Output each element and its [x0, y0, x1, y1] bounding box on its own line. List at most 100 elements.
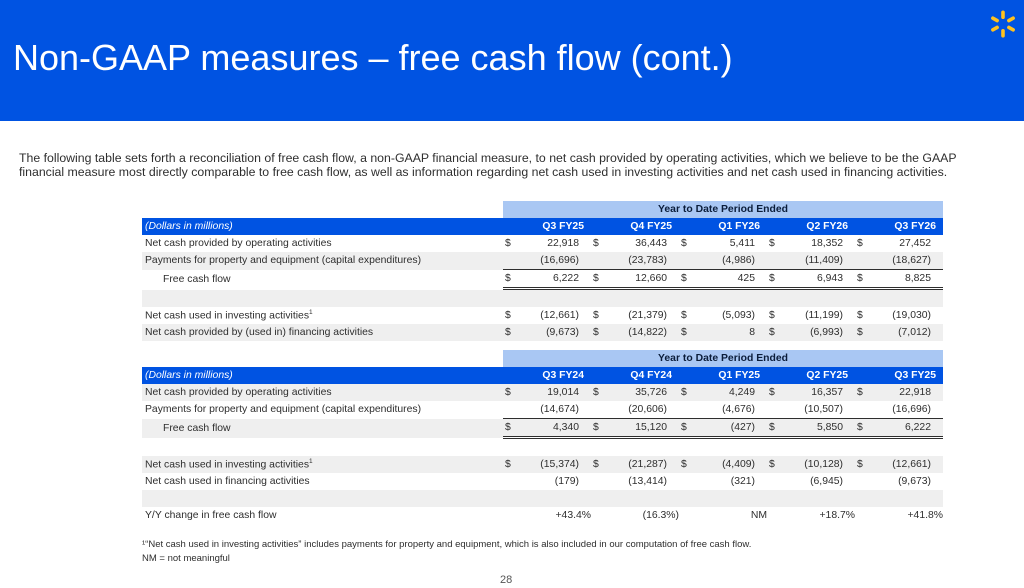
column-header: Q3 FY26 — [855, 218, 943, 235]
table-row-free-cash-flow: Free cash flow $6,222 $12,660 $425 $6,94… — [142, 269, 943, 290]
column-header: Q3 FY25 — [503, 218, 591, 235]
cell-value: (11,199) — [805, 310, 843, 321]
row-label: Payments for property and equipment (cap… — [145, 404, 422, 416]
cell-value: 4,340 — [552, 422, 579, 433]
table-row-capex: Payments for property and equipment (cap… — [142, 252, 943, 270]
cell-value: (7,012) — [898, 327, 931, 338]
cell-value: (18,627) — [892, 255, 931, 266]
dollar-sign: $ — [857, 387, 863, 398]
table-row-capex: Payments for property and equipment (cap… — [142, 401, 943, 419]
dollar-sign: $ — [769, 387, 775, 398]
cell-value: 425 — [737, 273, 755, 284]
dollar-sign: $ — [857, 422, 863, 433]
row-label: Net cash provided by (used in) financing… — [142, 324, 503, 341]
dollar-sign: $ — [593, 387, 599, 398]
dollar-sign: $ — [593, 422, 599, 433]
cell-value: 18,352 — [811, 238, 843, 249]
period-header-row: Year to Date Period Ended — [142, 350, 943, 367]
dollar-sign: $ — [769, 459, 775, 470]
cell-value: 5,850 — [816, 422, 843, 433]
dollar-sign: $ — [505, 387, 511, 398]
cell-value: (21,379) — [628, 310, 667, 321]
dollar-sign: $ — [681, 310, 687, 321]
dollar-sign: $ — [681, 459, 687, 470]
cell-value: (14,674) — [540, 404, 579, 415]
cell-value: (427) — [730, 422, 755, 433]
cell-value: (19,030) — [892, 310, 931, 321]
spacer-row — [142, 288, 943, 307]
dollar-sign: $ — [505, 310, 511, 321]
column-header: Q4 FY24 — [591, 367, 679, 384]
dollar-sign: $ — [593, 459, 599, 470]
page-number: 28 — [500, 574, 513, 586]
column-header: Q4 FY25 — [591, 218, 679, 235]
fcf-table-fy25: Year to Date Period Ended (Dollars in mi… — [142, 350, 943, 524]
dollar-sign: $ — [681, 387, 687, 398]
period-header: Year to Date Period Ended — [503, 350, 943, 367]
table-row-yoy-change: Y/Y change in free cash flow +43.4% (16.… — [142, 507, 943, 524]
cell-value: (4,986) — [722, 255, 755, 266]
column-header: Q3 FY25 — [855, 367, 943, 384]
row-label: Free cash flow — [163, 273, 231, 285]
title-banner: Non-GAAP measures – free cash flow (cont… — [0, 0, 1024, 121]
dollar-sign: $ — [505, 459, 511, 470]
cell-value: (4,676) — [722, 404, 755, 415]
dollar-sign: $ — [769, 238, 775, 249]
cell-value: 15,120 — [635, 422, 667, 433]
cell-value: (16,696) — [892, 404, 931, 415]
dollar-sign: $ — [857, 273, 863, 284]
cell-value: (6,945) — [810, 476, 843, 487]
cell-value: 8 — [749, 327, 755, 338]
table-row-financing: Net cash provided by (used in) financing… — [142, 324, 943, 341]
dollar-sign: $ — [681, 238, 687, 249]
table-row-investing: Net cash used in investing activities1 $… — [142, 456, 943, 473]
cell-value: 6,222 — [904, 422, 931, 433]
dollar-sign: $ — [681, 422, 687, 433]
footnotes: ¹“Net cash used in investing activities”… — [142, 538, 751, 566]
cell-value: (9,673) — [546, 327, 579, 338]
cell-value: (12,661) — [540, 310, 579, 321]
cell-value: (9,673) — [898, 476, 931, 487]
cell-value: (10,128) — [804, 459, 843, 470]
cell-value: 6,943 — [816, 273, 843, 284]
dollar-sign: $ — [769, 327, 775, 338]
unit-label: (Dollars in millions) — [142, 218, 503, 235]
cell-value: (10,507) — [804, 404, 843, 415]
row-label: Net cash used in investing activities — [145, 459, 310, 471]
period-header-row: Year to Date Period Ended — [142, 201, 943, 218]
spacer-row — [142, 490, 943, 507]
cell-value: NM — [750, 510, 767, 521]
footnote-investing: ¹“Net cash used in investing activities”… — [142, 539, 752, 550]
cell-value: 6,222 — [552, 273, 579, 284]
footnote-marker: 1 — [309, 309, 313, 317]
cell-value: 16,357 — [811, 387, 843, 398]
dollar-sign: $ — [857, 310, 863, 321]
row-label: Net cash used in financing activities — [145, 476, 310, 487]
table-row-investing: Net cash used in investing activities1 $… — [142, 307, 943, 324]
cell-value: 5,411 — [729, 238, 755, 249]
footnote-marker: 1 — [309, 458, 313, 466]
cell-value: (16.3%) — [642, 510, 679, 521]
cell-value: 8,825 — [904, 273, 931, 284]
cell-value: (321) — [730, 476, 755, 487]
cell-value: (5,093) — [722, 310, 755, 321]
cell-value: (20,606) — [628, 404, 667, 415]
dollar-sign: $ — [505, 238, 511, 249]
column-header: Q1 FY25 — [679, 367, 767, 384]
cell-value: 36,443 — [635, 238, 667, 249]
dollar-sign: $ — [593, 327, 599, 338]
column-header: Q1 FY26 — [679, 218, 767, 235]
row-label: Free cash flow — [142, 418, 503, 438]
cell-value: +43.4% — [555, 510, 591, 521]
dollar-sign: $ — [769, 273, 775, 284]
column-header-row: (Dollars in millions) Q3 FY24 Q4 FY24 Q1… — [142, 367, 943, 384]
dollar-sign: $ — [857, 238, 863, 249]
dollar-sign: $ — [681, 327, 687, 338]
cell-value: 35,726 — [635, 387, 667, 398]
dollar-sign: $ — [769, 422, 775, 433]
dollar-sign: $ — [769, 310, 775, 321]
dollar-sign: $ — [593, 273, 599, 284]
cell-value: 22,918 — [547, 238, 579, 249]
cell-value: (13,414) — [628, 476, 667, 487]
cell-value: (14,822) — [628, 327, 667, 338]
